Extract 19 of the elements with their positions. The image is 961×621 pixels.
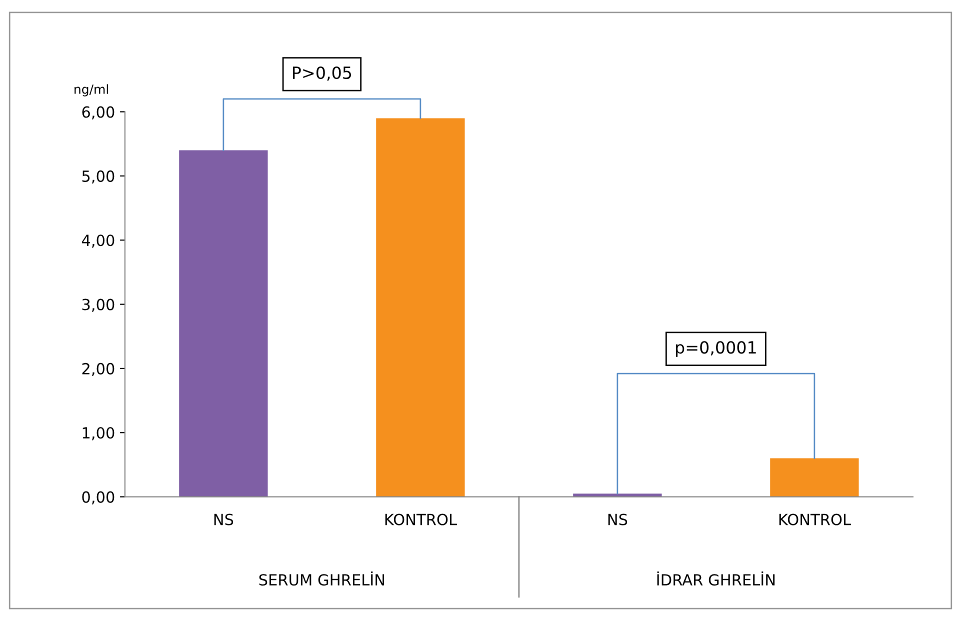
y-tick-label: 6,00: [82, 106, 114, 120]
bar: [376, 118, 465, 497]
y-tick-label: 3,00: [82, 298, 114, 312]
text: SERUM GHRELİN: [259, 571, 384, 586]
y-tick-label: 2,00: [82, 362, 114, 376]
x-tick-label: NS: [608, 514, 628, 526]
y-tick-label: 4,00: [82, 234, 114, 248]
y-tick-label: 1,00: [82, 427, 114, 440]
x-tick-label: NS: [214, 514, 234, 526]
text: P>0,05: [293, 66, 352, 81]
x-tick-label: KONTROL: [385, 514, 457, 526]
y-tick-label: 5,00: [82, 170, 114, 184]
bar: [179, 150, 268, 497]
annotation: p=0,0001: [676, 341, 756, 357]
x-tick-label: KONTROL: [779, 514, 851, 526]
bar: [770, 458, 859, 497]
y-axis-title: ng/ml: [74, 84, 108, 96]
text: İDRAR GHRELİN: [657, 571, 775, 586]
y-tick-label: 0,00: [82, 491, 114, 504]
